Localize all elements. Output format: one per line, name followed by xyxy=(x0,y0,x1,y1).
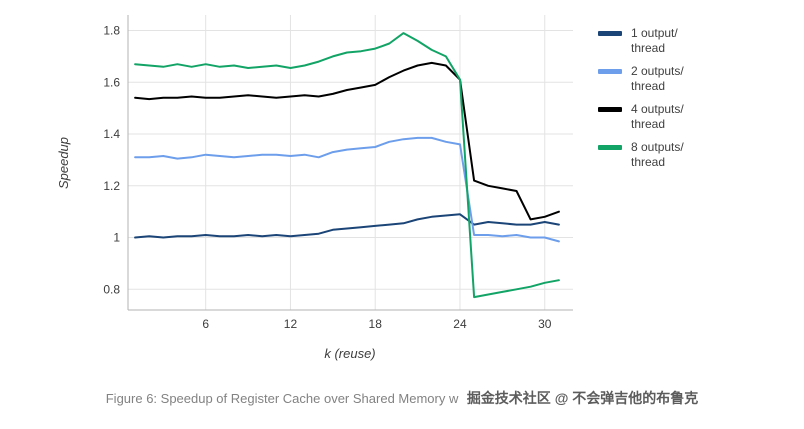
legend-label: 4 outputs/ thread xyxy=(631,102,684,131)
y-tick-label: 1.4 xyxy=(103,127,120,141)
legend-swatch xyxy=(598,69,622,74)
y-tick-label: 1.2 xyxy=(103,179,120,193)
legend: 1 output/ thread 2 outputs/ thread 4 outpu… xyxy=(598,26,693,170)
series-line-0 xyxy=(134,213,560,239)
x-tick-label: 12 xyxy=(284,317,298,331)
figure-caption: Figure 6: Speedup of Register Cache over… xyxy=(105,391,459,406)
x-tick-label: 18 xyxy=(369,317,383,331)
y-tick-label: 1.8 xyxy=(103,24,120,38)
legend-item-2: 4 outputs/ thread xyxy=(598,102,693,132)
legend-label: 2 outputs/ thread xyxy=(631,64,684,93)
y-tick-label: 1 xyxy=(113,231,120,245)
caption-row: Figure 6: Speedup of Register Cache over… xyxy=(0,388,804,408)
x-axis-title: k (reuse) xyxy=(324,346,376,361)
legend-item-3: 8 outputs/ thread xyxy=(598,140,693,170)
x-tick-label: 24 xyxy=(453,317,467,331)
legend-swatch xyxy=(598,107,622,112)
watermark-text: 掘金技术社区 @ 不会弹吉他的布鲁克 xyxy=(466,390,699,406)
series-line-3 xyxy=(134,32,560,299)
y-tick-label: 1.6 xyxy=(103,75,120,89)
legend-label: 8 outputs/ thread xyxy=(631,140,684,169)
legend-label: 1 output/ thread xyxy=(631,26,678,55)
x-tick-label: 6 xyxy=(202,317,209,331)
legend-item-0: 1 output/ thread xyxy=(598,26,693,56)
x-tick-label: 30 xyxy=(538,317,552,331)
plot-area: 0.8 1 1.2 1.4 1.6 1.8 6 12 18 24 30 xyxy=(103,15,573,331)
legend-swatch xyxy=(598,31,622,36)
y-tick-label: 0.8 xyxy=(103,282,120,296)
series-line-1 xyxy=(134,136,560,243)
y-axis-title: Speedup xyxy=(56,136,71,190)
legend-swatch xyxy=(598,145,622,150)
legend-item-1: 2 outputs/ thread xyxy=(598,64,693,94)
series-line-2 xyxy=(134,61,560,221)
